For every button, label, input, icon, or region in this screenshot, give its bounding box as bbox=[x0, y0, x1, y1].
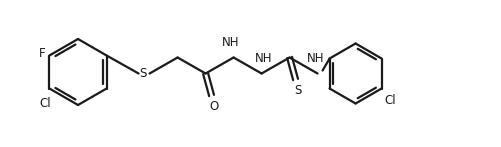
Text: NH: NH bbox=[255, 51, 272, 65]
Text: NH: NH bbox=[306, 51, 324, 65]
Text: S: S bbox=[139, 67, 146, 80]
Text: F: F bbox=[39, 47, 45, 60]
Text: Cl: Cl bbox=[384, 93, 395, 106]
Text: NH: NH bbox=[221, 35, 239, 49]
Text: S: S bbox=[293, 83, 301, 96]
Text: O: O bbox=[208, 101, 218, 113]
Text: Cl: Cl bbox=[40, 96, 51, 110]
